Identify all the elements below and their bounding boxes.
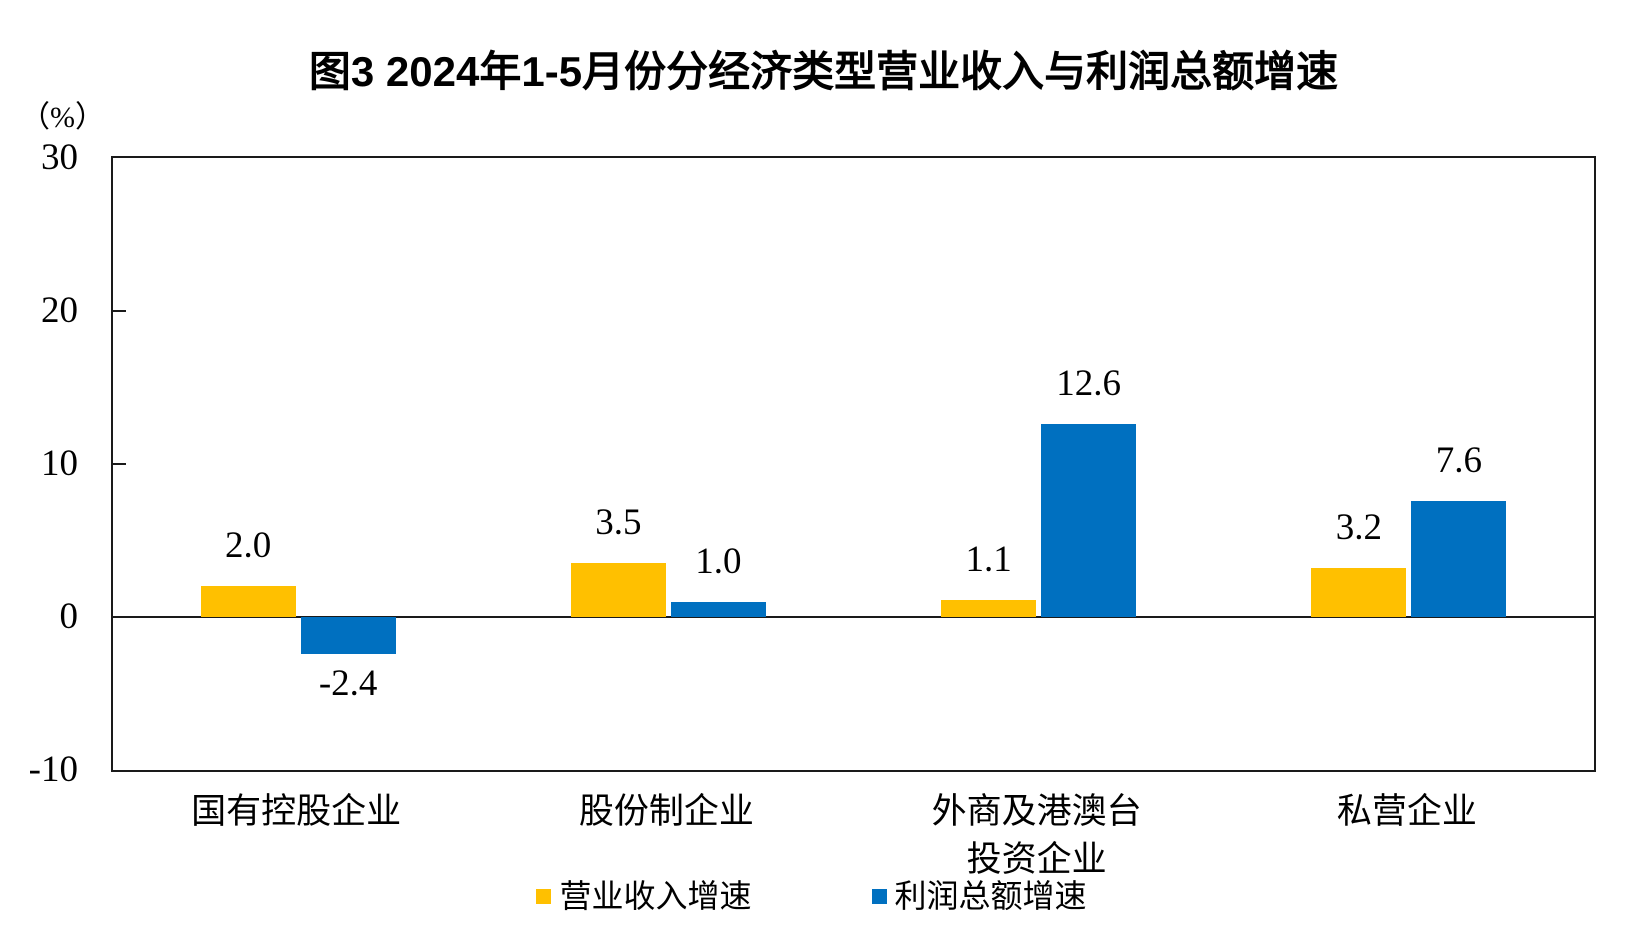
y-axis-tick-mark — [113, 310, 126, 312]
bar-value-label: 1.1 — [965, 539, 1012, 581]
chart-title: 图3 2024年1-5月份分经济类型营业收入与利润总额增速 — [308, 48, 1339, 95]
legend-item-revenue: 营业收入增速 — [536, 876, 752, 916]
bar-value-label: 2.0 — [225, 525, 272, 567]
zero-axis-line — [113, 616, 1594, 618]
bar-value-label: 3.5 — [595, 502, 642, 544]
legend-item-label: 营业收入增速 — [559, 878, 752, 914]
revenue-growth-bar — [1311, 568, 1407, 617]
y-axis-tick-label: 10 — [41, 443, 78, 484]
profit-growth-bar — [300, 617, 396, 654]
x-axis-category-label: 国有控股企业 — [191, 792, 402, 831]
y-axis-tick-mark — [113, 463, 126, 465]
y-axis-tick-label: 30 — [41, 137, 78, 178]
profit-growth-bar — [670, 601, 766, 617]
bar-value-label: 3.2 — [1335, 507, 1382, 549]
x-axis-category-label: 私营企业 — [1336, 792, 1477, 831]
y-axis-unit-label: （%） — [20, 101, 105, 134]
y-axis-tick-label: -10 — [28, 749, 78, 790]
revenue-legend-swatch — [536, 888, 552, 904]
revenue-growth-bar — [941, 600, 1037, 617]
plot-area: 30 20 10 0 -10 2.0 -2.4 3.5 1.0 1.1 12.6 3.2 7.6 — [29, 137, 1596, 790]
y-axis-tick-label: 20 — [41, 290, 78, 331]
bar-value-label: 7.6 — [1435, 439, 1482, 481]
x-axis-category-label: 外商及港澳台 投资企业 — [931, 792, 1142, 879]
legend-item-profit: 利润总额增速 — [871, 876, 1087, 916]
y-axis-tick-label: 0 — [59, 596, 79, 637]
bar-value-label: -2.4 — [318, 662, 378, 704]
profit-legend-swatch — [871, 888, 887, 904]
legend-item-label: 利润总额增速 — [894, 878, 1087, 914]
x-axis-category-label: 股份制企业 — [578, 792, 754, 831]
bar-value-label: 12.6 — [1056, 363, 1121, 405]
profit-growth-bar — [1041, 424, 1137, 617]
profit-growth-bar — [1411, 500, 1507, 617]
revenue-growth-bar — [570, 563, 666, 617]
bar-value-label: 1.0 — [695, 540, 742, 582]
legend: 营业收入增速 利润总额增速 — [71, 876, 1552, 916]
revenue-growth-bar — [200, 586, 296, 617]
